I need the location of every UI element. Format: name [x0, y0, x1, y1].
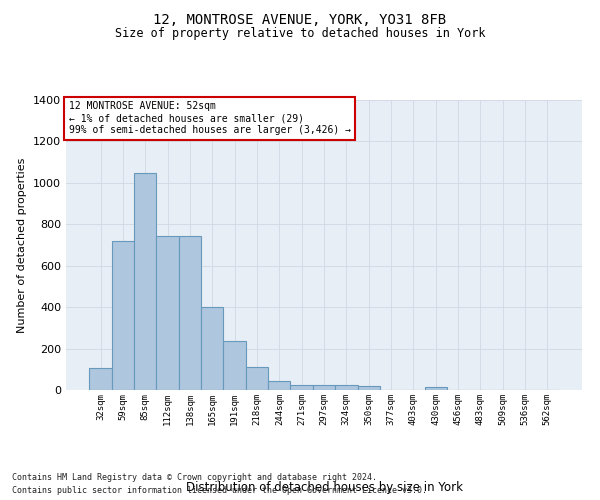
Bar: [313, 385, 335, 390]
Bar: [358, 386, 380, 390]
Bar: [290, 385, 313, 390]
Bar: [201, 307, 223, 390]
Bar: [335, 385, 358, 390]
Bar: [157, 236, 179, 390]
Text: 12 MONTROSE AVENUE: 52sqm
← 1% of detached houses are smaller (29)
99% of semi-d: 12 MONTROSE AVENUE: 52sqm ← 1% of detach…: [68, 102, 350, 134]
Bar: [425, 387, 447, 390]
Bar: [246, 367, 268, 390]
Bar: [134, 172, 157, 390]
Bar: [112, 241, 134, 390]
Text: Contains HM Land Registry data © Crown copyright and database right 2024.: Contains HM Land Registry data © Crown c…: [12, 474, 377, 482]
Bar: [179, 236, 201, 390]
Text: 12, MONTROSE AVENUE, YORK, YO31 8FB: 12, MONTROSE AVENUE, YORK, YO31 8FB: [154, 12, 446, 26]
Y-axis label: Number of detached properties: Number of detached properties: [17, 158, 28, 332]
Bar: [223, 342, 246, 390]
Text: Contains public sector information licensed under the Open Government Licence v3: Contains public sector information licen…: [12, 486, 427, 495]
X-axis label: Distribution of detached houses by size in York: Distribution of detached houses by size …: [185, 480, 463, 494]
Text: Size of property relative to detached houses in York: Size of property relative to detached ho…: [115, 28, 485, 40]
Bar: [89, 368, 112, 390]
Bar: [268, 380, 290, 390]
